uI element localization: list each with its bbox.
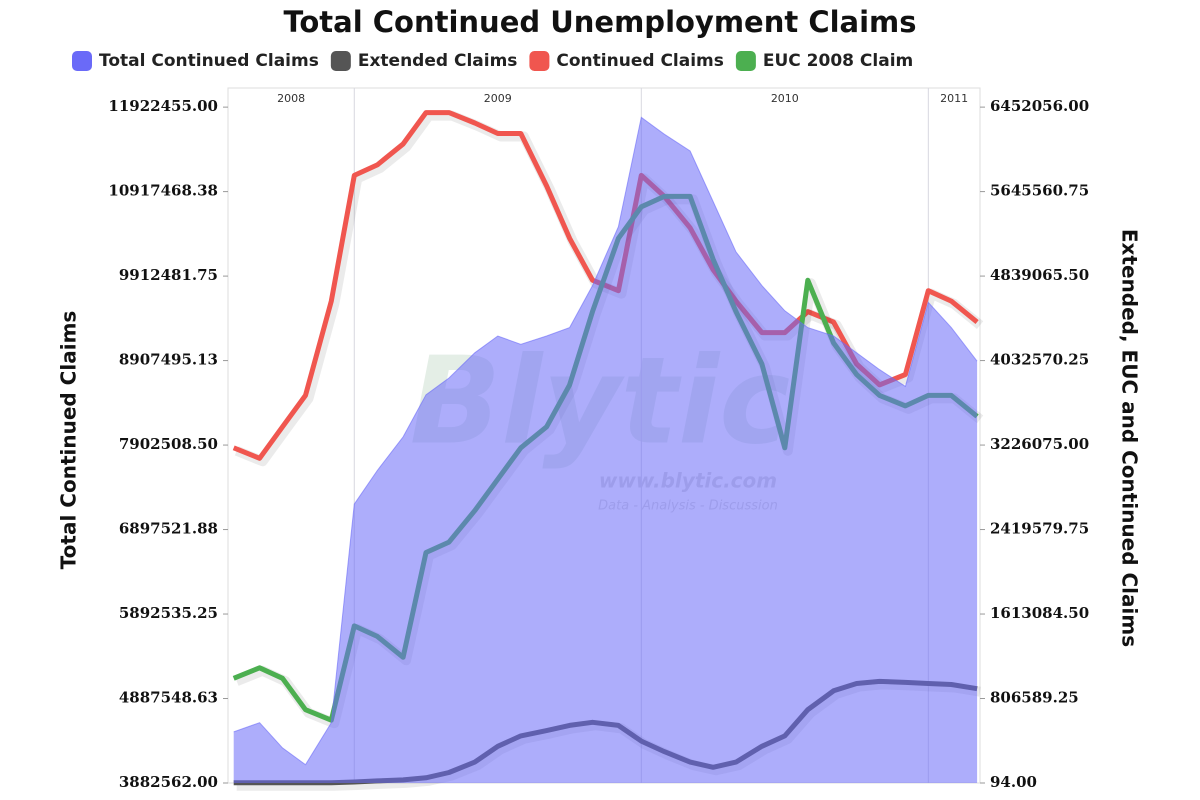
year-label: 2008: [277, 92, 305, 105]
legend-label: Extended Claims: [358, 51, 518, 71]
plot-area: Blyticwww.blytic.comData - Analysis - Di…: [227, 87, 984, 791]
year-label: 2011: [940, 92, 968, 105]
y2-tick-label: 4839065.50: [990, 266, 1089, 284]
y2-tick-label: 1613084.50: [990, 604, 1089, 622]
area-edge: [233, 116, 978, 766]
y2-tick-label: 4032570.25: [990, 351, 1089, 369]
legend-swatch: [529, 51, 550, 71]
y-tick-label: 6897521.88: [119, 520, 218, 538]
y2-tick-label: 3226075.00: [990, 435, 1089, 453]
y2-axis-title: Extended, EUC and Continued Claims: [1118, 229, 1142, 647]
area-fill: [233, 117, 978, 783]
year-label: 2009: [484, 92, 512, 105]
y-tick-label: 11922455.00: [108, 97, 218, 115]
y-tick-label: 8907495.13: [119, 351, 218, 369]
y-tick-label: 3882562.00: [119, 773, 218, 791]
y2-tick-label: 94.00: [990, 773, 1037, 791]
chart-title: Total Continued Unemployment Claims: [283, 5, 916, 39]
y-tick-label: 10917468.38: [108, 182, 218, 200]
legend-swatch: [72, 51, 92, 71]
legend-label: EUC 2008 Claim: [763, 51, 913, 71]
y2-tick-label: 806589.25: [990, 689, 1079, 707]
y-tick-label: 5892535.25: [119, 604, 218, 622]
legend: Total Continued Claims Extended Claims Con…: [72, 51, 913, 71]
y-tick-label: 9912481.75: [119, 266, 218, 284]
legend-label: Total Continued Claims: [99, 51, 319, 71]
legend-swatch: [735, 51, 756, 71]
y2-tick-label: 2419579.75: [990, 520, 1089, 538]
year-label: 2010: [771, 92, 799, 105]
y-tick-label: 7902508.50: [119, 435, 218, 453]
legend-swatch: [330, 51, 351, 71]
y-axis-title: Total Continued Claims: [57, 311, 81, 570]
y2-tick-label: 6452056.00: [990, 97, 1089, 115]
y-tick-label: 4887548.63: [119, 689, 218, 707]
y2-tick-label: 5645560.75: [990, 182, 1089, 200]
legend-label: Continued Claims: [556, 51, 723, 71]
